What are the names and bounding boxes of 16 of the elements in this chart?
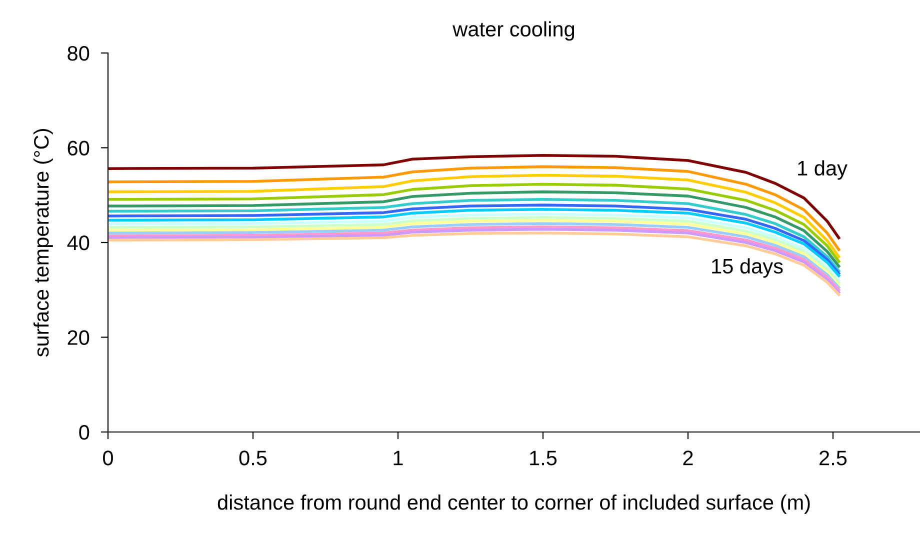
x-tick-label: 2.5 bbox=[820, 450, 847, 466]
x-tick-label: 1 bbox=[394, 450, 403, 466]
y-tick-label: 0 bbox=[79, 425, 90, 440]
y-axis-title: surface temperature (°C) bbox=[33, 129, 53, 357]
x-tick-label: 0.5 bbox=[239, 450, 267, 466]
x-tick-label: 1.5 bbox=[530, 450, 557, 466]
y-tick-label: 40 bbox=[67, 236, 90, 250]
x-tick-label: 2 bbox=[683, 450, 693, 466]
annotation: 1 day bbox=[798, 160, 848, 180]
x-axis-title: distance from round end center to corner of included surface (m) bbox=[218, 494, 810, 514]
y-tick-label: 60 bbox=[68, 140, 90, 156]
annotation: 15 days bbox=[712, 258, 783, 278]
x-tick-label: 0 bbox=[103, 450, 113, 466]
chart-title: water cooling bbox=[452, 21, 574, 41]
y-tick-label: 20 bbox=[68, 330, 90, 346]
y-tick-label: 80 bbox=[68, 46, 90, 61]
